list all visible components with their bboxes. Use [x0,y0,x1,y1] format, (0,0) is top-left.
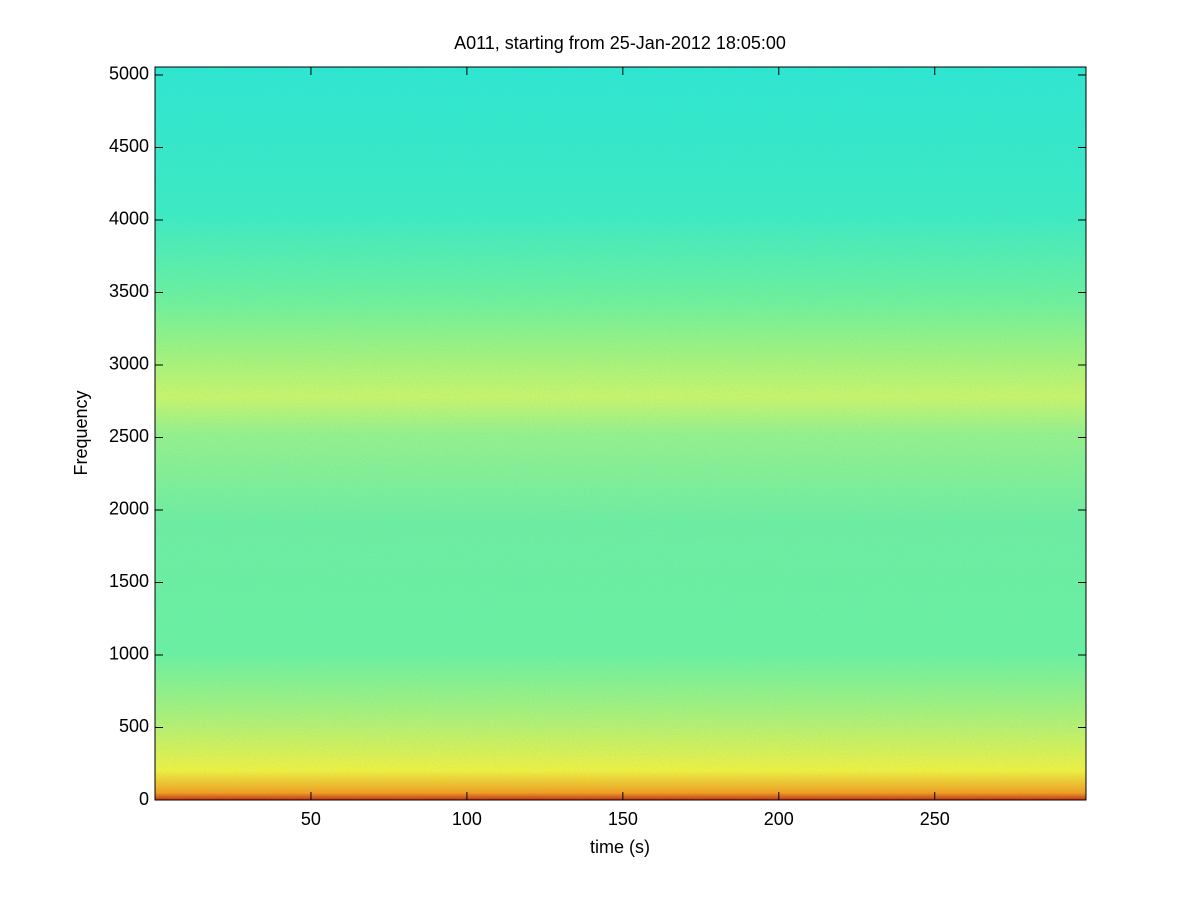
y-tick-label: 0 [139,789,149,809]
y-tick-label: 4000 [109,209,149,229]
plot-area [154,66,1087,801]
y-tick-label: 3500 [109,281,149,301]
y-tick-label: 1500 [109,571,149,591]
spectrogram-texture [155,67,1086,800]
chart-title: A011, starting from 25-Jan-2012 18:05:00 [454,33,786,53]
x-tick-label: 150 [608,809,638,829]
y-axis-label: Frequency [71,390,91,475]
axes-box [154,66,1087,801]
x-tick-label: 250 [920,809,950,829]
y-tick-label: 3000 [109,354,149,374]
y-tick-label: 5000 [109,64,149,84]
y-tick-label: 1000 [109,644,149,664]
y-tick-label: 2000 [109,499,149,519]
x-tick-label: 100 [452,809,482,829]
x-axis-label: time (s) [590,837,650,857]
x-tick-label: 50 [301,809,321,829]
y-tick-label: 4500 [109,136,149,156]
y-tick-label: 500 [119,716,149,736]
x-tick-label: 200 [764,809,794,829]
y-tick-label: 2500 [109,426,149,446]
